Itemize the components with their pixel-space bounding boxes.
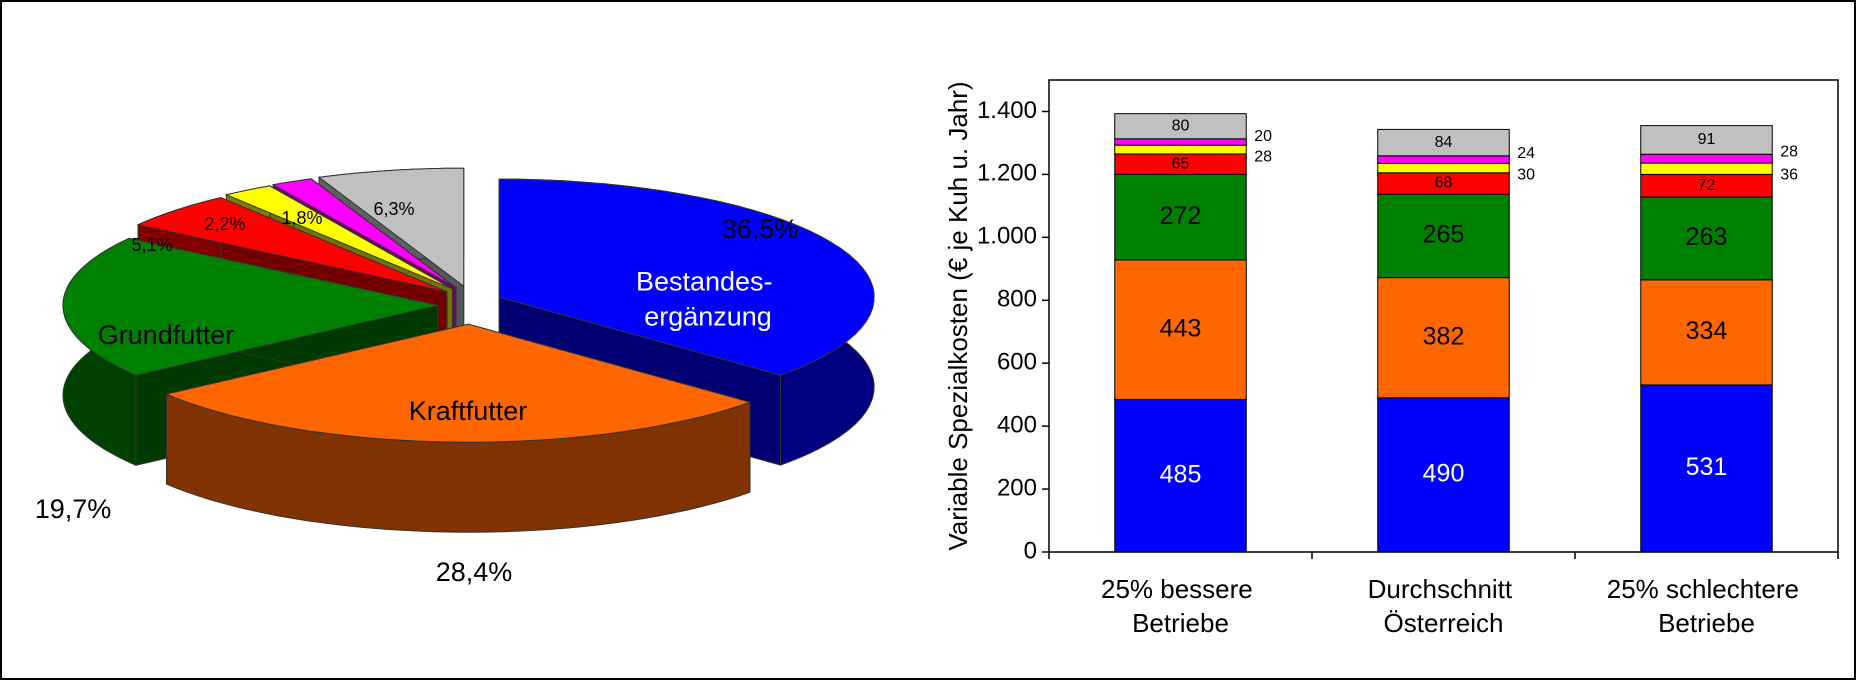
- bar-segment: [1377, 128, 1510, 157]
- slice: [271, 178, 457, 289]
- y-tick-label: 0: [1024, 537, 1037, 564]
- y-tick-label: 1.000: [977, 223, 1037, 250]
- data-label: 72: [1698, 177, 1716, 194]
- y-tick-label: 600: [997, 349, 1037, 376]
- data-label: 30: [1517, 167, 1535, 184]
- slice-percent-label: 28,4%: [436, 557, 513, 587]
- data-label: 272: [1160, 202, 1202, 230]
- y-tick-label: 1.400: [977, 97, 1037, 124]
- bar-segment: [1377, 397, 1510, 553]
- x-tick-label: 25% bessere Betriebe: [1101, 574, 1260, 638]
- data-label: 490: [1423, 460, 1465, 488]
- y-tick-label: 400: [997, 411, 1037, 438]
- data-label: 265: [1423, 221, 1465, 249]
- slice-name-label: Bestandes- ergänzung: [636, 267, 780, 332]
- slice: [136, 197, 448, 293]
- data-label: 382: [1423, 322, 1465, 350]
- data-label: 80: [1172, 117, 1190, 134]
- bar-segment: [1640, 162, 1773, 175]
- data-label: 84: [1435, 134, 1453, 151]
- slice: [498, 178, 875, 376]
- slice: [224, 185, 453, 290]
- x-tick-label: 25% schlechtere Betriebe: [1607, 574, 1806, 638]
- data-label: 28: [1780, 143, 1798, 160]
- data-label: 334: [1686, 317, 1728, 345]
- data-label: 68: [1435, 175, 1453, 192]
- bar-segment: [1114, 144, 1247, 155]
- bar-segment: [1114, 138, 1247, 146]
- bar-segment: [1640, 279, 1773, 386]
- slice-percent-label: 5,1%: [131, 235, 172, 255]
- data-label: 28: [1254, 148, 1272, 165]
- bar-segment: [1640, 384, 1773, 553]
- slice-name-label: Kraftfutter: [409, 396, 528, 426]
- slice-percent-label: 36,5%: [722, 214, 799, 244]
- data-label: 443: [1160, 314, 1202, 342]
- bar-segment: [1114, 259, 1247, 400]
- y-tick-label: 800: [997, 286, 1037, 313]
- x-tick-label: Durchschnitt Österreich: [1368, 574, 1520, 638]
- data-label: 485: [1160, 460, 1202, 488]
- bar-segment: [1377, 193, 1510, 279]
- bar-segment: [1377, 155, 1510, 164]
- bar-segment: [1114, 113, 1247, 140]
- bar-segment: [1640, 153, 1773, 164]
- y-tick-label: 1.200: [977, 160, 1037, 187]
- bar-segment: [1114, 398, 1247, 553]
- slice: [62, 237, 439, 376]
- data-label: 263: [1686, 223, 1728, 251]
- slice-percent-label: 19,7%: [35, 494, 112, 524]
- slice-percent-label: 2,2%: [204, 214, 245, 234]
- bar-segment: [1640, 196, 1773, 281]
- data-label: 36: [1780, 166, 1798, 183]
- y-tick-label: 200: [997, 474, 1037, 501]
- slice-percent-label: 1,8%: [281, 208, 322, 228]
- data-label: 24: [1517, 145, 1535, 162]
- bar-segment: [1377, 162, 1510, 174]
- slice: [164, 323, 752, 443]
- bar-segment: [1377, 277, 1510, 399]
- bar-segment: [1114, 173, 1247, 261]
- data-label: 91: [1698, 131, 1716, 148]
- data-label: 65: [1172, 155, 1190, 172]
- y-axis-label: Variable Spezialkosten (€ je Kuh u. Jahr…: [943, 81, 973, 550]
- bar-segment: [1640, 125, 1773, 155]
- data-label: 531: [1686, 453, 1728, 481]
- slice-percent-label: 6,3%: [373, 199, 414, 219]
- slice-name-label: Grundfutter: [98, 320, 235, 350]
- slice: [317, 167, 465, 288]
- data-label: 20: [1254, 128, 1272, 145]
